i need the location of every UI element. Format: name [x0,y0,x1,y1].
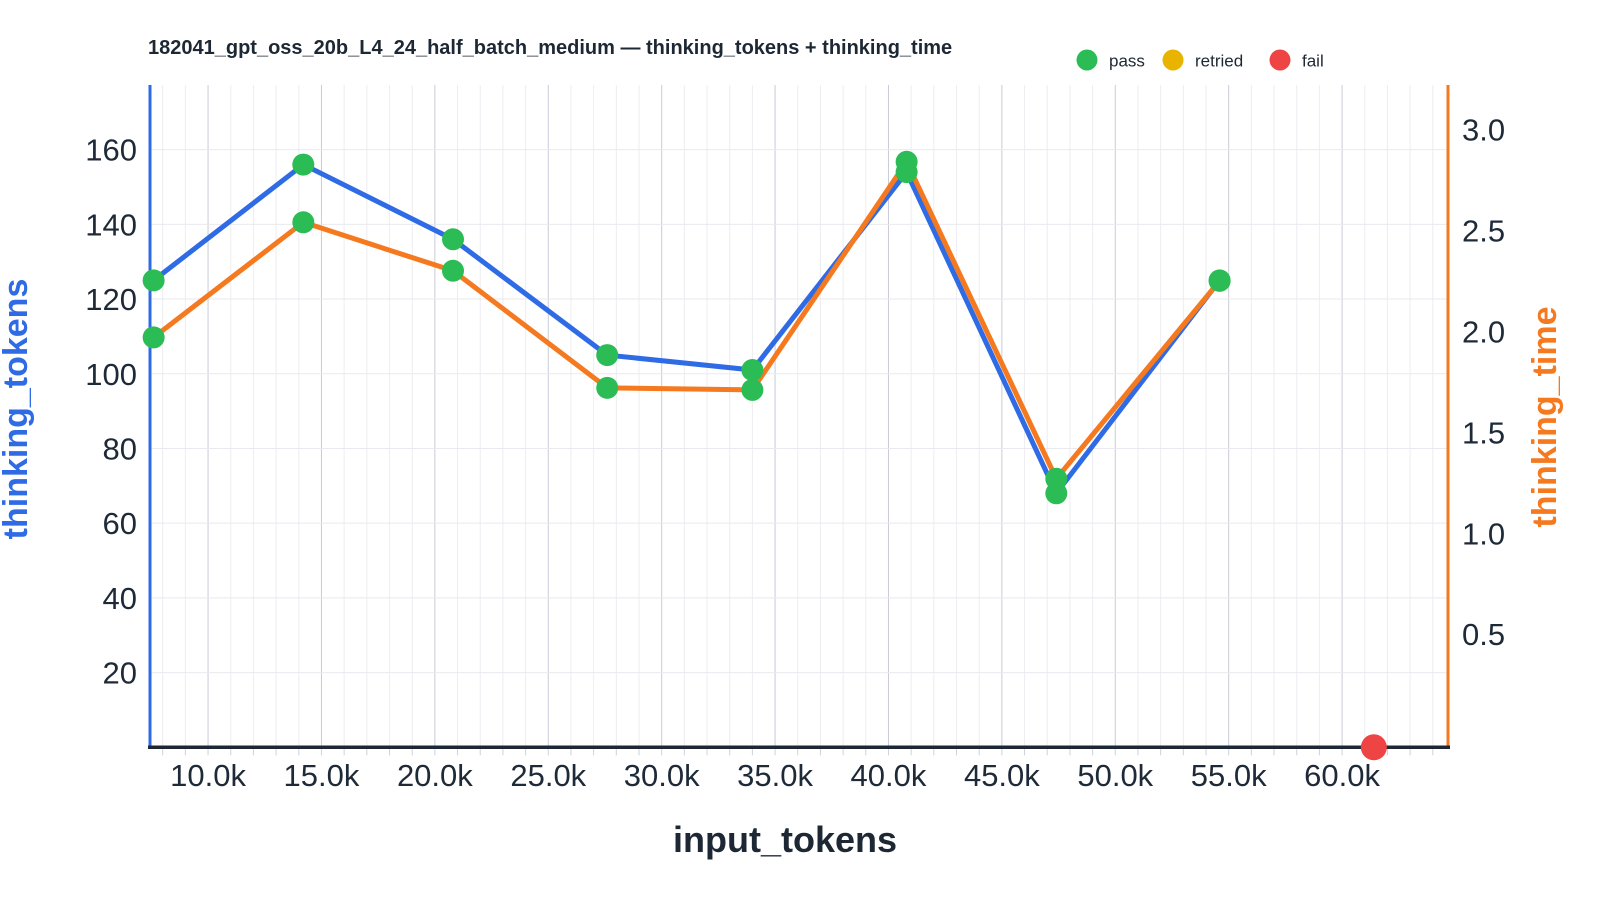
thinking_time-point-pass [1208,269,1231,292]
thinking_time-point-pass [895,150,918,173]
y-left-tick-label: 160 [85,133,137,168]
y-axis-right-title: thinking_time [1526,306,1564,527]
y-right-tick-label: 3.0 [1462,112,1505,147]
retried-status-icon [1162,49,1184,71]
y-axis-left-title: thinking_tokens [0,279,35,540]
y-left-tick-label: 60 [103,506,137,541]
x-tick-label: 35.0k [737,758,813,793]
y-right-tick-label: 2.5 [1462,213,1505,248]
legend-item-label: retried [1195,52,1243,71]
x-tick-label: 50.0k [1077,758,1153,793]
legend-item-label: pass [1109,52,1145,71]
legend-item-fail[interactable]: fail [1269,49,1324,71]
thinking_tokens-point-pass [596,344,619,367]
thinking_tokens-point-pass [142,269,165,292]
thinking_tokens-point-pass [292,153,315,176]
y-right-tick-label: 1.5 [1462,415,1505,450]
legend: pass retried fail [1076,49,1324,71]
tick-labels: 10.0k 15.0k 20.0k 25.0k 30.0k 35.0k 40.0k 45.0k… [85,112,1505,793]
thinking_time-line [151,159,1223,482]
x-tick-label: 20.0k [397,758,473,793]
y-left-tick-label: 40 [103,581,137,616]
axes [148,85,1450,750]
thinking_tokens-point-pass [741,359,764,382]
x-tick-label: 45.0k [964,758,1040,793]
x-tick-label: 40.0k [851,758,927,793]
y-left-tick-label: 20 [103,656,137,691]
x-tick-label: 15.0k [284,758,360,793]
x-tick-label: 10.0k [170,758,246,793]
y-right-tick-label: 0.5 [1462,617,1505,652]
fail-status-icon [1269,49,1291,71]
legend-item-pass[interactable]: pass [1076,49,1145,71]
legend-item-label: fail [1302,52,1324,71]
thinking_time-point-pass [1045,467,1068,490]
x-tick-label: 30.0k [624,758,700,793]
y-left-tick-label: 140 [85,207,137,242]
thinking_time-point-pass [741,378,764,401]
tick-marks [162,748,1434,756]
data-series [142,150,1387,761]
data-point-fail [1360,734,1387,761]
x-tick-label: 55.0k [1191,758,1267,793]
thinking_tokens-line [151,162,1223,496]
legend-item-retried[interactable]: retried [1162,49,1244,71]
x-tick-label: 25.0k [510,758,586,793]
thinking_tokens-point-pass [442,228,465,251]
y-left-tick-label: 80 [103,431,137,466]
thinking_time-point-pass [292,211,315,234]
chart-title: 182041_gpt_oss_20b_L4_24_half_batch_medi… [148,37,952,59]
x-tick-label: 60.0k [1304,758,1380,793]
gridlines [150,85,1448,748]
y-right-tick-label: 2.0 [1462,314,1505,349]
pass-status-icon [1076,49,1098,71]
thinking_time-point-pass [596,376,619,399]
y-left-tick-label: 120 [85,282,137,317]
thinking_time-point-pass [142,326,165,349]
y-right-tick-label: 1.0 [1462,516,1505,551]
thinking_time-point-pass [442,259,465,282]
y-left-tick-label: 100 [85,357,137,392]
x-axis-title: input_tokens [673,819,897,860]
